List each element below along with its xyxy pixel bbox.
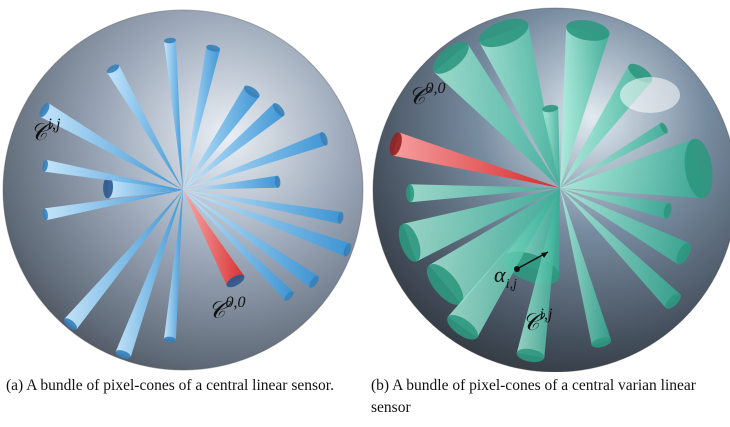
label-sup: i,j <box>48 116 61 133</box>
label-sup: 0,0 <box>426 80 446 97</box>
label-sub: i,j <box>506 277 517 292</box>
highlight <box>620 77 680 113</box>
label-sup: 0,0 <box>226 294 246 311</box>
figure-images: 𝒞i,j 𝒞0,0 𝒞0,0 αi,j 𝒞i,j <box>0 0 730 372</box>
label-base: α <box>494 262 506 287</box>
caption: (b) A bundle of pixel-cones of a central… <box>371 375 730 419</box>
caption: (a) A bundle of pixel-cones of a central… <box>6 375 368 397</box>
sphere-shell <box>3 10 363 370</box>
figure: 𝒞i,j 𝒞0,0 𝒞0,0 αi,j 𝒞i,j (a) A bundle of… <box>0 0 730 427</box>
label-sup: i,j <box>540 306 553 323</box>
cone-center <box>514 266 520 272</box>
